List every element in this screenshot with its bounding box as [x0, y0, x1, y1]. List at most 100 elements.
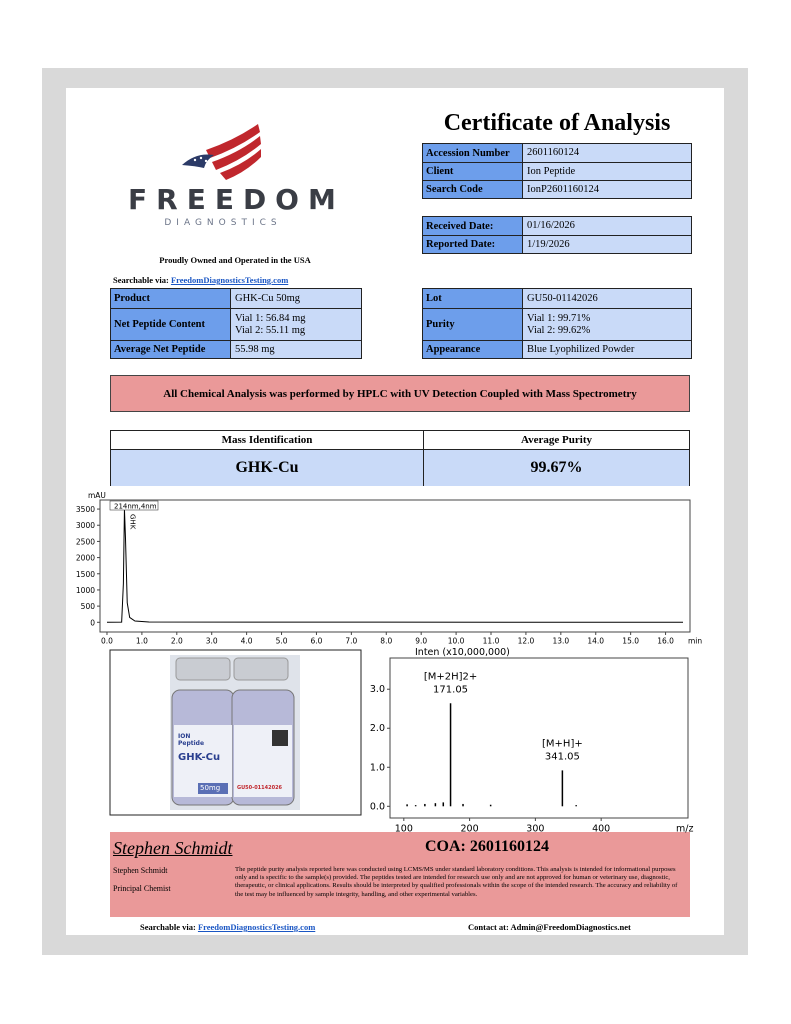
x-tick-label: 300	[526, 824, 544, 835]
chemist-name: Stephen Schmidt	[113, 866, 168, 875]
value-line: Vial 2: 55.11 mg	[235, 324, 306, 336]
x-tick-label: 11.0	[483, 637, 500, 646]
vial-brand: Peptide	[178, 740, 205, 747]
row-value: Vial 1: 56.84 mg Vial 2: 55.11 mg	[231, 309, 361, 340]
peak-mz: 171.05	[433, 684, 468, 695]
dates-table: Received Date: 01/16/2026 Reported Date: 1/…	[422, 216, 692, 254]
row-label: Purity	[423, 309, 523, 340]
y-tick-label: 2.0	[370, 723, 385, 734]
disclaimer: The peptide purity analysis reported her…	[235, 866, 678, 898]
vial-brand-top: ION	[178, 733, 191, 740]
x-tick-label: 10.0	[448, 637, 465, 646]
row-label: Lot	[423, 289, 523, 308]
x-axis-label: m/z	[676, 824, 693, 835]
tagline: Proudly Owned and Operated in the USA	[159, 255, 311, 265]
x-tick-label: 400	[592, 824, 610, 835]
summary-head: Mass Identification	[111, 431, 424, 449]
x-tick-label: 100	[395, 824, 413, 835]
summary-table: Mass Identification Average Purity GHK-C…	[110, 430, 690, 486]
x-tick-label: 1.0	[136, 637, 148, 646]
value-line: Ion Peptide	[527, 165, 576, 177]
search-link[interactable]: FreedomDiagnosticsTesting.com	[170, 275, 289, 285]
table-row: Reported Date: 1/19/2026	[423, 235, 691, 253]
footer-search-link[interactable]: FreedomDiagnosticsTesting.com	[197, 922, 316, 932]
contact: Contact at: Admin@FreedomDiagnostics.net	[468, 922, 631, 932]
plot-frame	[99, 499, 691, 633]
vial-product: GHK-Cu	[178, 752, 221, 763]
row-label: Search Code	[423, 181, 523, 198]
value-line: 01/16/2026	[527, 220, 575, 231]
summary-value: 99.67%	[530, 459, 583, 476]
footer-search-label: Searchable via:	[140, 922, 196, 932]
y-tick-label: 0	[90, 618, 95, 627]
value-line: 55.98 mg	[235, 343, 275, 355]
y-tick-label: 1.0	[370, 762, 385, 773]
table-row: Appearance Blue Lyophilized Powder	[423, 340, 691, 358]
x-tick-label: 7.0	[345, 637, 357, 646]
vial-dose: 50mg	[200, 784, 221, 792]
x-tick-label: 12.0	[518, 637, 535, 646]
y-axis-label: mAU	[88, 491, 106, 500]
brand: FREEDOM	[128, 183, 345, 216]
x-tick-label: 9.0	[415, 637, 427, 646]
product-table: Product GHK-Cu 50mg Net Peptide Content Via…	[110, 288, 362, 359]
row-value: Vial 1: 99.71% Vial 2: 99.62%	[523, 309, 691, 340]
table-row: Received Date: 01/16/2026	[423, 217, 691, 235]
y-tick-label: 2500	[76, 537, 95, 546]
row-label: Average Net Peptide	[111, 341, 231, 358]
x-tick-label: 6.0	[310, 637, 322, 646]
trace	[106, 509, 684, 623]
method-banner: All Chemical Analysis was performed by H…	[110, 375, 690, 412]
value-line: 2601160124	[527, 147, 580, 158]
legend-text: 214nm,4nm	[114, 503, 157, 511]
footer-band	[110, 832, 690, 917]
value-line: GHK-Cu 50mg	[235, 292, 301, 304]
x-tick-label: 13.0	[552, 637, 569, 646]
value-line: 1/19/2026	[527, 238, 570, 250]
table-row: Product GHK-Cu 50mg	[111, 289, 361, 308]
footer-search: Searchable via: FreedomDiagnosticsTestin…	[140, 922, 315, 932]
y-tick-label: 3000	[76, 521, 95, 530]
plot-frame	[389, 657, 689, 819]
value-line: GU50-01142026	[527, 292, 598, 304]
row-label: Received Date:	[423, 217, 523, 235]
y-tick-label: 0.0	[370, 801, 385, 812]
row-label: Net Peptide Content	[111, 309, 231, 340]
peak-mz: 341.05	[545, 751, 580, 762]
row-value: GHK-Cu 50mg	[231, 289, 361, 308]
value-line: Vial 2: 99.62%	[527, 324, 591, 336]
table-row: Net Peptide Content Vial 1: 56.84 mg Vial …	[111, 308, 361, 340]
table-row: Lot GU50-01142026	[423, 289, 691, 308]
row-value: Ion Peptide	[523, 163, 691, 180]
row-value: 1/19/2026	[523, 236, 691, 253]
x-tick-label: 3.0	[206, 637, 218, 646]
y-tick-label: 1000	[76, 586, 95, 595]
peak-annotation: [M+2H]2+	[424, 671, 477, 682]
chemist-role: Principal Chemist	[113, 884, 171, 893]
row-label: Accession Number	[423, 144, 523, 162]
row-value: Blue Lyophilized Powder	[523, 341, 691, 358]
peak-annotation: [M+H]+	[542, 738, 583, 749]
y-axis-label: Inten (x10,000,000)	[415, 647, 510, 658]
row-label: Reported Date:	[423, 236, 523, 253]
summary-values: GHK-Cu 99.67%	[111, 450, 689, 486]
row-value: IonP2601160124	[523, 181, 691, 198]
table-row: Average Net Peptide 55.98 mg	[111, 340, 361, 358]
title: Certificate of Analysis	[443, 110, 671, 136]
value-line: IonP2601160124	[527, 183, 599, 195]
x-tick-label: 2.0	[171, 637, 183, 646]
x-tick-label: 0.0	[101, 637, 113, 646]
value-line: Vial 1: 56.84 mg	[235, 312, 306, 324]
x-tick-label: 15.0	[622, 637, 639, 646]
coa-number: COA: 2601160124	[425, 838, 549, 855]
legend-box	[109, 500, 159, 511]
summary-value: GHK-Cu	[111, 450, 424, 486]
lot-table: Lot GU50-01142026 Purity Vial 1: 99.71% Vial…	[422, 288, 692, 359]
value-line: Blue Lyophilized Powder	[527, 343, 635, 355]
peak-label: GHK	[128, 514, 136, 530]
x-tick-label: 16.0	[657, 637, 674, 646]
y-tick-label: 3500	[76, 505, 95, 514]
x-tick-label: 4.0	[241, 637, 253, 646]
vial-label: ION Peptide	[178, 733, 204, 747]
